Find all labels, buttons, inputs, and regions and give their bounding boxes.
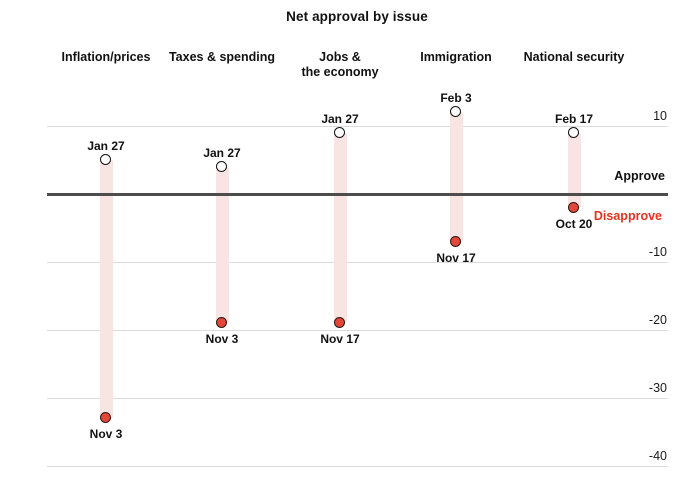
end-marker bbox=[100, 412, 111, 424]
end-date-label: Nov 17 bbox=[320, 332, 360, 347]
issue-header-line: Inflation/prices bbox=[61, 50, 151, 64]
zero-axis-line bbox=[47, 192, 668, 196]
start-marker bbox=[216, 160, 227, 172]
end-marker bbox=[450, 235, 461, 247]
issue-header: National security bbox=[499, 50, 649, 65]
issue-header-line: National security bbox=[523, 50, 625, 64]
y-tick-label: 10 bbox=[653, 109, 667, 123]
issue-header-line: Jobs & bbox=[319, 50, 361, 64]
end-date-label: Oct 20 bbox=[555, 216, 593, 231]
range-band bbox=[215, 166, 229, 324]
range-band bbox=[333, 132, 347, 324]
end-marker bbox=[216, 317, 227, 329]
end-marker bbox=[334, 317, 345, 329]
start-date-label: Jan 27 bbox=[203, 145, 241, 160]
gridline--20 bbox=[47, 329, 668, 331]
issue-header: Inflation/prices bbox=[31, 50, 181, 65]
start-marker bbox=[100, 154, 111, 165]
end-date-label: Nov 17 bbox=[436, 250, 476, 265]
start-marker bbox=[334, 126, 345, 138]
start-date-label: Feb 3 bbox=[440, 91, 472, 106]
range-band bbox=[567, 132, 581, 208]
gridline--10 bbox=[47, 261, 668, 263]
y-tick-label: -40 bbox=[648, 449, 667, 463]
start-date-label: Feb 17 bbox=[554, 111, 593, 126]
end-marker bbox=[568, 201, 579, 213]
issue-header: Immigration bbox=[381, 50, 531, 65]
start-marker bbox=[568, 126, 579, 138]
y-tick-label: -10 bbox=[648, 245, 667, 259]
start-marker bbox=[450, 106, 461, 118]
start-date-label: Jan 27 bbox=[321, 111, 359, 126]
issue-header-line: Immigration bbox=[420, 50, 492, 64]
issue-header: Jobs & the economy bbox=[265, 50, 415, 80]
disapprove-label: Disapprove bbox=[593, 209, 662, 223]
gridline--40 bbox=[47, 465, 668, 467]
issue-header: Taxes & spending bbox=[147, 50, 297, 65]
y-tick-label: -20 bbox=[648, 313, 667, 327]
range-band bbox=[449, 112, 463, 242]
range-band bbox=[99, 160, 113, 419]
issue-header-line: the economy bbox=[301, 65, 379, 79]
approve-label: Approve bbox=[614, 169, 665, 183]
end-date-label: Nov 3 bbox=[205, 332, 239, 347]
start-date-label: Jan 27 bbox=[87, 139, 125, 153]
y-tick-label: -30 bbox=[648, 381, 667, 395]
end-date-label: Nov 3 bbox=[89, 427, 123, 442]
chart-title: Net approval by issue bbox=[286, 9, 428, 24]
issue-header-line: Taxes & spending bbox=[168, 50, 276, 64]
gridline-10 bbox=[47, 125, 668, 127]
gridline--30 bbox=[47, 397, 668, 399]
